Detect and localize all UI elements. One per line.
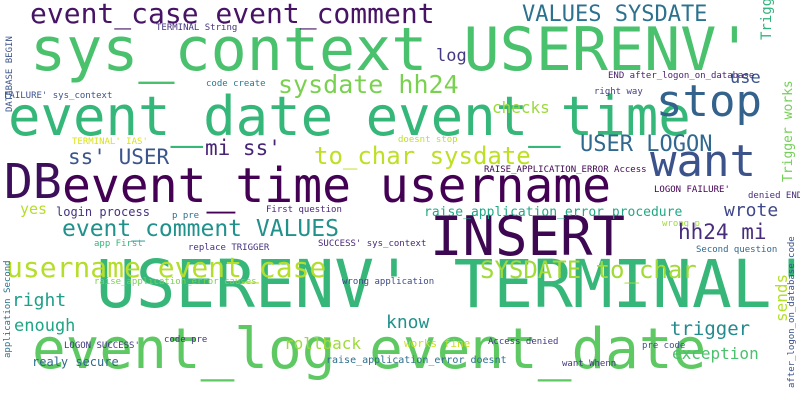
word-want: want	[650, 136, 756, 187]
word-failure-sys-context: FAILURE' sys_context	[4, 91, 113, 101]
word-replace-trigger: replace TRIGGER	[188, 243, 270, 253]
word-event-comment-values: event_comment VALUES	[62, 216, 339, 242]
word-raise-application-error-procedure: raise_application_error procedure	[424, 205, 683, 220]
word-raise-application-error-doesnt: raise_application_error doesnt	[326, 355, 507, 366]
word-terminal-string: TERMINAL String	[156, 23, 238, 33]
word-know: know	[386, 312, 430, 333]
word-raise-application-error-causes: raise_application_error causes	[94, 277, 257, 287]
word-denied-end: denied END	[748, 191, 800, 201]
word-works-fine: works fine	[404, 337, 471, 350]
word-end-after-logon-on-database: END after_logon_on_database	[608, 71, 755, 81]
word-trigger-works: Trigger works	[781, 80, 796, 182]
word-success-sys-context: SUCCESS' sys_context	[318, 239, 427, 249]
word-db: DB	[4, 154, 62, 210]
word-database-begin: DATABASE BEGIN	[5, 36, 15, 112]
word-trigger: trigger	[670, 318, 751, 340]
word-hh24-mi: hh24 mi	[678, 220, 767, 244]
word-wrong-p: wrong p	[662, 219, 700, 229]
word-to-char-sysdate: to_char sysdate	[314, 142, 531, 170]
word-terminal-ias: TERMINAL' IAS'	[72, 137, 148, 147]
word-right-way: right way	[594, 87, 643, 97]
word-pre-code: pre code	[642, 341, 686, 351]
word-sys-context-userenv: sys_context USERENV'	[30, 15, 753, 85]
word-doesnt-stop: doesnt stop	[398, 135, 458, 145]
word-yes: yes	[20, 200, 48, 218]
word-trigger-vertical: Trigger	[759, 0, 775, 40]
word-values-sysdate: VALUES SYSDATE	[522, 2, 708, 27]
word-code-pre: code pre	[164, 335, 208, 345]
word-logon-success: LOGON SUCCESS'	[64, 341, 140, 351]
word-rollback: rollback	[284, 334, 362, 353]
word-app-first: app First	[94, 239, 143, 249]
word-event-date-event-time: event_date event_time	[8, 85, 691, 148]
word-event-log-event-date: event_log event_date	[32, 317, 707, 382]
word-enough: enough	[14, 316, 76, 336]
word-insert: INSERT	[430, 205, 626, 268]
word-sysdate-hh24: sysdate hh24	[278, 70, 459, 99]
word-log: log	[436, 46, 467, 66]
word-after-logon-on-database-code: after_logon_on_database code	[787, 236, 797, 388]
word-user-logon: USER LOGON	[580, 132, 713, 157]
word-code-create: code create	[206, 79, 266, 89]
word-raise-application-error-access: RAISE_APPLICATION_ERROR Access	[484, 165, 647, 175]
word-event-time-username: event_time username	[62, 158, 612, 214]
word-use: use	[730, 68, 761, 88]
word-sysdate-to-char: SYSDATE to_char	[480, 256, 697, 284]
word-login-process: login process	[56, 205, 150, 219]
word-mi-ss: mi ss'	[205, 136, 281, 160]
word-wrote: wrote	[724, 200, 779, 221]
word-ss-user: ss' USER	[68, 145, 170, 169]
word-stop: stop	[656, 76, 762, 127]
word-username-event-case: username event_case	[6, 251, 327, 284]
word-want-whenn: want Whenn	[562, 359, 617, 369]
word-checks: checks	[492, 98, 550, 117]
word-wrong-application: wrong application	[342, 277, 435, 287]
word-right: right	[12, 290, 67, 311]
word-second-question: Second question	[696, 245, 778, 255]
word-application-second: application Second	[3, 260, 13, 358]
word-first-question: First question	[266, 205, 342, 215]
word-exception: exception	[672, 344, 759, 363]
word-access-denied: Access denied	[488, 337, 559, 347]
word-event-case-event-comment: event_case event_comment	[30, 0, 435, 30]
word-userenv-terminal: USERENV' TERMINAL'	[96, 246, 800, 323]
word-realy-secure: realy secure	[32, 355, 119, 369]
word-p-pre: p pre	[172, 211, 200, 221]
word-logon-failure: LOGON FAILURE'	[654, 185, 730, 195]
